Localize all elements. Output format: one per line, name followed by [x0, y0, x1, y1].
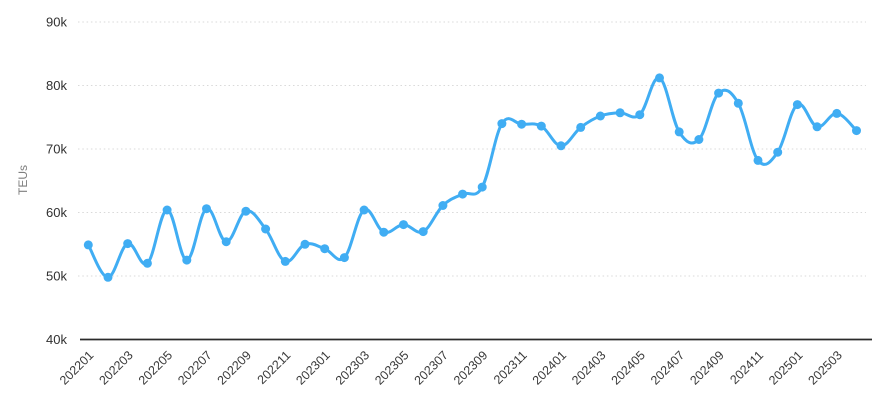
data-point-202402[interactable] [576, 122, 586, 132]
data-point-202302[interactable] [339, 253, 349, 263]
data-point-202204[interactable] [142, 258, 152, 268]
x-tick-label: 202211 [255, 348, 294, 387]
data-point-202305[interactable] [399, 220, 408, 230]
data-point-202211[interactable] [280, 256, 290, 266]
data-point-202407[interactable] [674, 127, 684, 137]
x-tick-label: 202207 [175, 348, 214, 387]
data-point-202306[interactable] [418, 227, 428, 237]
x-tick-label: 202409 [687, 348, 726, 387]
data-point-202406[interactable] [655, 73, 664, 83]
data-point-202411[interactable] [753, 155, 763, 165]
data-point-202307[interactable] [438, 201, 448, 210]
data-point-202212[interactable] [300, 239, 310, 249]
y-tick-label: 50k [46, 269, 67, 284]
y-tick-label: 60k [46, 205, 67, 220]
x-tick-label: 202205 [136, 348, 175, 387]
y-tick-label: 40k [46, 332, 67, 347]
data-point-202401[interactable] [556, 141, 566, 151]
data-point-202208[interactable] [221, 237, 231, 247]
data-point-202205[interactable] [162, 205, 172, 215]
data-point-202203[interactable] [123, 239, 133, 249]
data-point-202301[interactable] [320, 244, 330, 254]
x-tick-label: 202309 [451, 348, 490, 387]
x-tick-label: 202307 [412, 348, 451, 387]
data-point-202312[interactable] [536, 121, 546, 131]
data-point-202410[interactable] [733, 98, 743, 108]
data-point-202201[interactable] [83, 240, 93, 250]
x-tick-label: 202405 [609, 348, 648, 387]
x-tick-label: 202203 [96, 348, 135, 387]
data-point-202303[interactable] [359, 205, 369, 215]
x-tick-label: 202403 [569, 348, 608, 387]
data-point-202405[interactable] [635, 110, 645, 120]
data-point-202207[interactable] [202, 204, 211, 214]
data-point-202309[interactable] [477, 182, 487, 192]
data-point-202304[interactable] [379, 227, 389, 237]
y-axis-title: TEUs [16, 165, 30, 195]
data-point-202209[interactable] [241, 206, 251, 216]
data-point-202504[interactable] [852, 126, 861, 136]
x-tick-label: 202503 [806, 348, 845, 387]
data-point-202310[interactable] [497, 119, 507, 129]
series-line [86, 76, 858, 279]
x-tick-label: 202411 [727, 348, 766, 387]
x-tick-label: 202301 [293, 348, 332, 387]
x-tick-label: 202201 [57, 348, 96, 387]
data-point-202502[interactable] [812, 122, 822, 132]
data-point-202311[interactable] [517, 119, 527, 129]
x-tick-label: 202501 [766, 348, 805, 387]
y-tick-label: 90k [46, 15, 67, 30]
data-point-202210[interactable] [261, 224, 271, 234]
x-tick-label: 202311 [491, 348, 530, 387]
x-tick-label: 202407 [648, 348, 687, 387]
data-point-202408[interactable] [694, 135, 704, 144]
data-point-202403[interactable] [595, 111, 605, 121]
y-tick-label: 70k [46, 142, 67, 157]
data-point-202503[interactable] [832, 108, 842, 118]
x-tick-label: 202303 [333, 348, 372, 387]
y-tick-label: 80k [46, 78, 67, 93]
x-tick-label: 202305 [372, 348, 411, 387]
x-tick-label: 202209 [215, 348, 254, 387]
data-point-202409[interactable] [714, 88, 724, 98]
data-point-202412[interactable] [773, 147, 783, 157]
data-point-202202[interactable] [103, 272, 113, 282]
data-point-202501[interactable] [792, 100, 802, 110]
data-point-202206[interactable] [182, 255, 192, 265]
data-point-202404[interactable] [615, 108, 625, 118]
data-point-202308[interactable] [458, 189, 468, 199]
x-tick-label: 202401 [530, 348, 569, 387]
